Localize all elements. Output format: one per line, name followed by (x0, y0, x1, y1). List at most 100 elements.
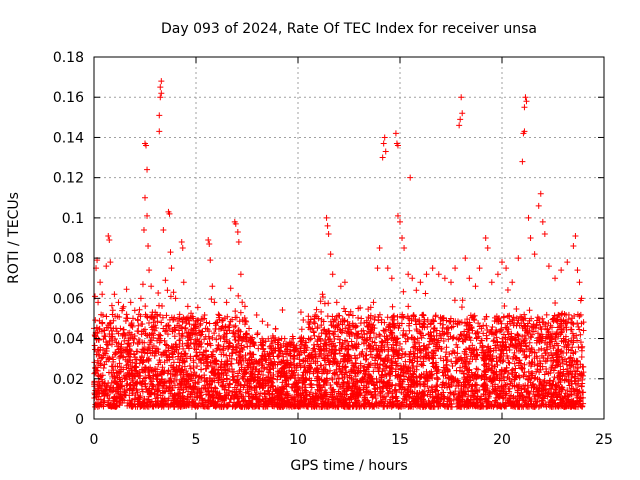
data-point (489, 324, 496, 331)
data-point (577, 311, 584, 318)
data-point (577, 331, 584, 338)
data-point (92, 317, 99, 324)
data-point (447, 389, 454, 396)
data-point (513, 354, 520, 361)
data-point (257, 390, 264, 397)
data-point (232, 308, 239, 315)
data-point (235, 292, 242, 299)
data-point (500, 314, 507, 321)
data-point (405, 303, 412, 310)
data-point (131, 335, 138, 342)
data-point (145, 320, 152, 327)
data-point (528, 384, 535, 391)
data-point (399, 314, 406, 321)
data-point (361, 370, 368, 377)
data-point (163, 312, 170, 319)
data-point (176, 390, 183, 397)
data-point (367, 351, 374, 358)
data-points (91, 78, 587, 410)
data-point (239, 299, 246, 306)
data-point (543, 311, 550, 318)
data-point (175, 350, 182, 357)
data-point (124, 315, 131, 322)
data-point (447, 315, 454, 322)
data-point (370, 368, 377, 375)
data-point (320, 327, 327, 334)
data-point (551, 374, 558, 381)
data-point (446, 351, 453, 358)
data-point (578, 354, 585, 361)
data-point (279, 306, 286, 313)
data-point (94, 357, 101, 364)
data-point (194, 304, 201, 311)
data-point (324, 313, 331, 320)
data-point (209, 334, 216, 341)
data-point (440, 331, 447, 338)
data-point (275, 336, 282, 343)
data-point (311, 320, 318, 327)
data-point (569, 320, 576, 327)
data-point (535, 347, 542, 354)
data-point (136, 306, 143, 313)
data-point (384, 314, 391, 321)
data-point (158, 319, 165, 326)
data-point (576, 313, 583, 320)
data-point (103, 313, 110, 320)
data-point (560, 366, 567, 373)
data-point (237, 309, 244, 316)
data-point (453, 367, 460, 374)
data-point (541, 371, 548, 378)
data-point (155, 289, 162, 296)
data-point (260, 372, 267, 379)
data-point (235, 327, 242, 334)
data-point (575, 323, 582, 330)
data-point (542, 350, 549, 357)
data-point (142, 303, 149, 310)
data-point (520, 372, 527, 379)
data-point (348, 338, 355, 345)
data-point (239, 354, 246, 361)
data-point (422, 290, 429, 297)
data-point (187, 365, 194, 372)
data-point (491, 337, 498, 344)
data-point (426, 341, 433, 348)
data-point (440, 314, 447, 321)
data-point (483, 322, 490, 329)
data-point (255, 345, 262, 352)
data-point (406, 327, 413, 334)
data-point (574, 320, 581, 327)
data-point (547, 377, 554, 384)
data-point (162, 341, 169, 348)
data-point (342, 308, 349, 315)
data-point (493, 334, 500, 341)
data-point (272, 325, 279, 332)
data-point (253, 311, 260, 318)
data-point (216, 332, 223, 339)
data-point (96, 317, 103, 324)
data-point (259, 335, 266, 342)
data-point (355, 314, 362, 321)
data-point (473, 365, 480, 372)
data-point (297, 309, 304, 316)
data-point (400, 327, 407, 334)
data-point (410, 312, 417, 319)
data-point (317, 298, 324, 305)
data-point (182, 324, 189, 331)
data-point (580, 389, 587, 396)
data-point (454, 350, 461, 357)
data-point (513, 306, 520, 313)
data-point (580, 327, 587, 334)
data-point (475, 320, 482, 327)
data-point (498, 320, 505, 327)
data-point (526, 339, 533, 346)
data-point (500, 331, 507, 338)
data-point (108, 302, 115, 309)
data-point (451, 297, 458, 304)
data-point (123, 286, 130, 293)
data-point (114, 343, 121, 350)
data-point (194, 317, 201, 324)
data-point (464, 316, 471, 323)
data-point (341, 305, 348, 312)
data-point (164, 331, 171, 338)
